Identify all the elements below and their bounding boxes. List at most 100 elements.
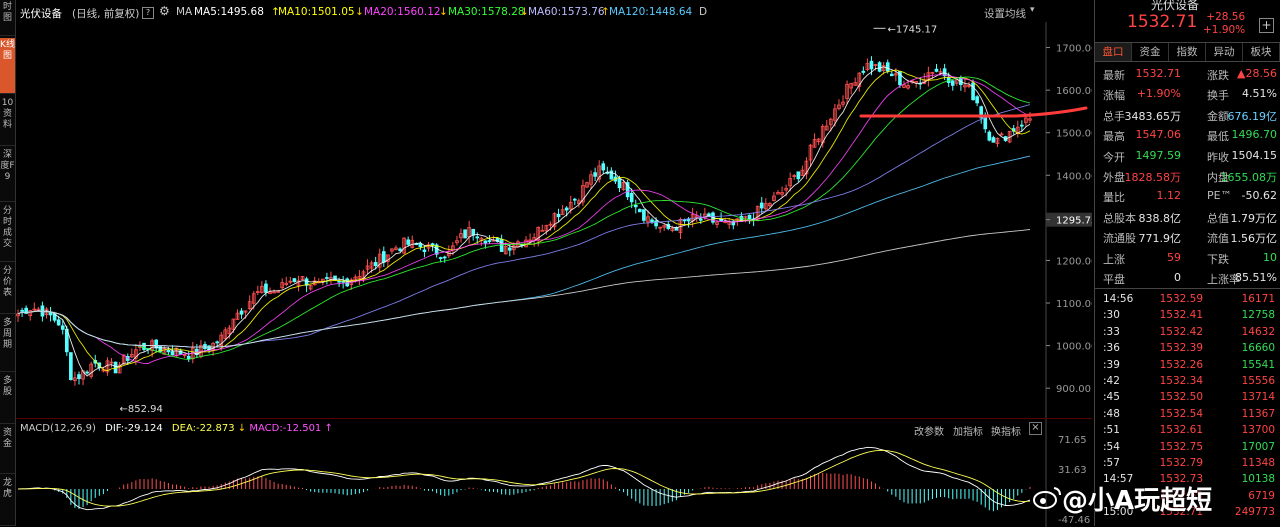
y-tick-label: 1100.00: [1056, 299, 1092, 310]
left-tab-9[interactable]: 龙虎: [0, 476, 15, 526]
candle-body: [268, 291, 272, 294]
candle-body: [1024, 117, 1028, 123]
candle-body: [337, 280, 341, 283]
candle-body: [577, 200, 581, 205]
quote-tab-3[interactable]: 异动: [1206, 43, 1243, 61]
candle-body: [950, 80, 955, 86]
tick-cell: 15541: [1241, 358, 1275, 371]
stat-label: 最低: [1207, 130, 1229, 144]
y-tick-label: 900.00: [1056, 384, 1091, 395]
left-tab-5[interactable]: 分价表: [0, 264, 15, 314]
candle-body: [861, 70, 866, 73]
left-tab-7[interactable]: 多股: [0, 374, 15, 424]
stat-value: 0: [1174, 271, 1181, 284]
candle-body: [459, 233, 463, 239]
stat-value: 85.51%: [1235, 271, 1277, 284]
candle-body: [650, 219, 654, 223]
candle-body: [556, 213, 561, 218]
candle-body: [56, 319, 61, 326]
quote-tab-4[interactable]: 板块: [1243, 43, 1280, 61]
kline-chart[interactable]: 1700.00 1600.00 1500.00 1400.00 1295.75 1200.…: [16, 22, 1092, 418]
candle-body: [162, 348, 167, 355]
quote-tab-1[interactable]: 资金: [1132, 43, 1169, 61]
tick-cell: :42: [1103, 375, 1120, 387]
candle-body: [824, 125, 829, 131]
candle-body: [487, 240, 492, 242]
chevron-down-icon[interactable]: ▾: [1030, 5, 1035, 15]
candle-body: [130, 354, 134, 358]
candle-body: [308, 284, 313, 290]
left-tab-3[interactable]: 深度F9: [0, 148, 15, 202]
stat-label: 上涨: [1103, 252, 1125, 266]
stat-value: 838.8亿: [1138, 211, 1182, 225]
help-icon[interactable]: ?: [142, 7, 154, 19]
tick-row: 15:00 1532.71 249773: [1095, 505, 1280, 521]
candle-body: [715, 221, 719, 225]
tick-cell: :45: [1103, 391, 1120, 404]
macd-close-icon[interactable]: ×: [1029, 422, 1042, 435]
stat-label: 外盘: [1103, 171, 1125, 184]
quote-tab-0[interactable]: 盘口: [1095, 43, 1132, 61]
y-tick-label: 1500.00: [1056, 129, 1092, 140]
candle-body: [552, 213, 557, 228]
ma-settings-button[interactable]: 设置均线: [984, 8, 1026, 20]
candle-body: [24, 307, 28, 314]
candle-body: [841, 101, 845, 105]
ma5-value: MA5:1495.68: [194, 6, 264, 18]
y-tick-label: 1700.00: [1056, 44, 1092, 55]
stat-value: 4.51%: [1242, 87, 1277, 101]
tick-cell: 14:56: [1103, 293, 1134, 305]
tick-cell: 1532.79: [1159, 457, 1203, 469]
candle-body: [812, 139, 817, 148]
candle-body: [987, 131, 992, 141]
candle-body: [853, 82, 858, 86]
left-tab-6[interactable]: 多周期: [0, 316, 15, 372]
candle-body: [471, 228, 476, 236]
dea-line: [17, 449, 1031, 507]
quote-tab-2[interactable]: 指数: [1169, 43, 1206, 61]
left-tab-1[interactable]: K线图: [0, 38, 15, 94]
candle-body: [32, 308, 37, 311]
y-tick-label: 1295.75: [1056, 216, 1092, 227]
stat-row: 平盘 0 上涨率 85.51%: [1095, 268, 1280, 288]
macd-header: MACD(12,26,9) DIF:-29.124 DEA:-22.873 ↓ …: [20, 423, 333, 434]
macd-params-button[interactable]: 改参数: [914, 427, 944, 438]
dif-line: [17, 446, 1031, 511]
tick-cell: 1532.54: [1159, 407, 1203, 420]
candle-body: [20, 309, 24, 312]
candle-body: [255, 291, 260, 294]
ma120-line: [17, 155, 1031, 348]
macd-panel[interactable]: MACD(12,26,9) DIF:-29.124 DEA:-22.873 ↓ …: [16, 418, 1092, 527]
stat-row: 今开 1497.59 昨收 1504.15: [1095, 146, 1280, 166]
left-tab-8[interactable]: 资金: [0, 426, 15, 474]
add-watchlist-button[interactable]: +: [1259, 18, 1274, 33]
candle-body: [954, 79, 959, 84]
candle-body: [325, 277, 329, 279]
tick-row: :57 1532.79 11348: [1095, 456, 1280, 472]
stat-label: 上涨率: [1207, 273, 1240, 286]
period-label[interactable]: (日线, 前复权): [72, 8, 140, 20]
left-tab-2[interactable]: 10资料: [0, 96, 15, 146]
gear-icon[interactable]: ⚙: [159, 4, 170, 18]
macd-add-button[interactable]: 加指标: [953, 427, 983, 438]
candle-body: [272, 291, 276, 294]
candle-body: [333, 275, 337, 281]
ma30-line: [17, 76, 1031, 360]
candle-body: [134, 349, 138, 359]
tick-cell: :30: [1103, 309, 1120, 322]
left-tab-0[interactable]: 时图: [0, 0, 15, 36]
candle-body: [276, 291, 280, 293]
stat-value: 1496.70: [1231, 128, 1278, 142]
left-tab-4[interactable]: 分时成交: [0, 204, 15, 262]
left-tab-strip: 时图 K线图 10资料深度F9 分时成交分价表多周期多股 资金 龙虎: [0, 0, 16, 526]
candle-body: [386, 254, 390, 262]
macd-switch-button[interactable]: 换指标: [991, 427, 1021, 438]
tick-cell: 1532.39: [1159, 342, 1203, 355]
macd-arrow-icon: ↓: [237, 423, 247, 434]
candle-body: [186, 355, 191, 360]
candle-body: [231, 318, 236, 330]
candle-body: [381, 251, 386, 263]
tick-cell: 1532.42: [1159, 325, 1203, 338]
candle-body: [292, 278, 297, 283]
stat-row: 流通股 771.9亿 流值 1.56万亿: [1095, 227, 1280, 247]
